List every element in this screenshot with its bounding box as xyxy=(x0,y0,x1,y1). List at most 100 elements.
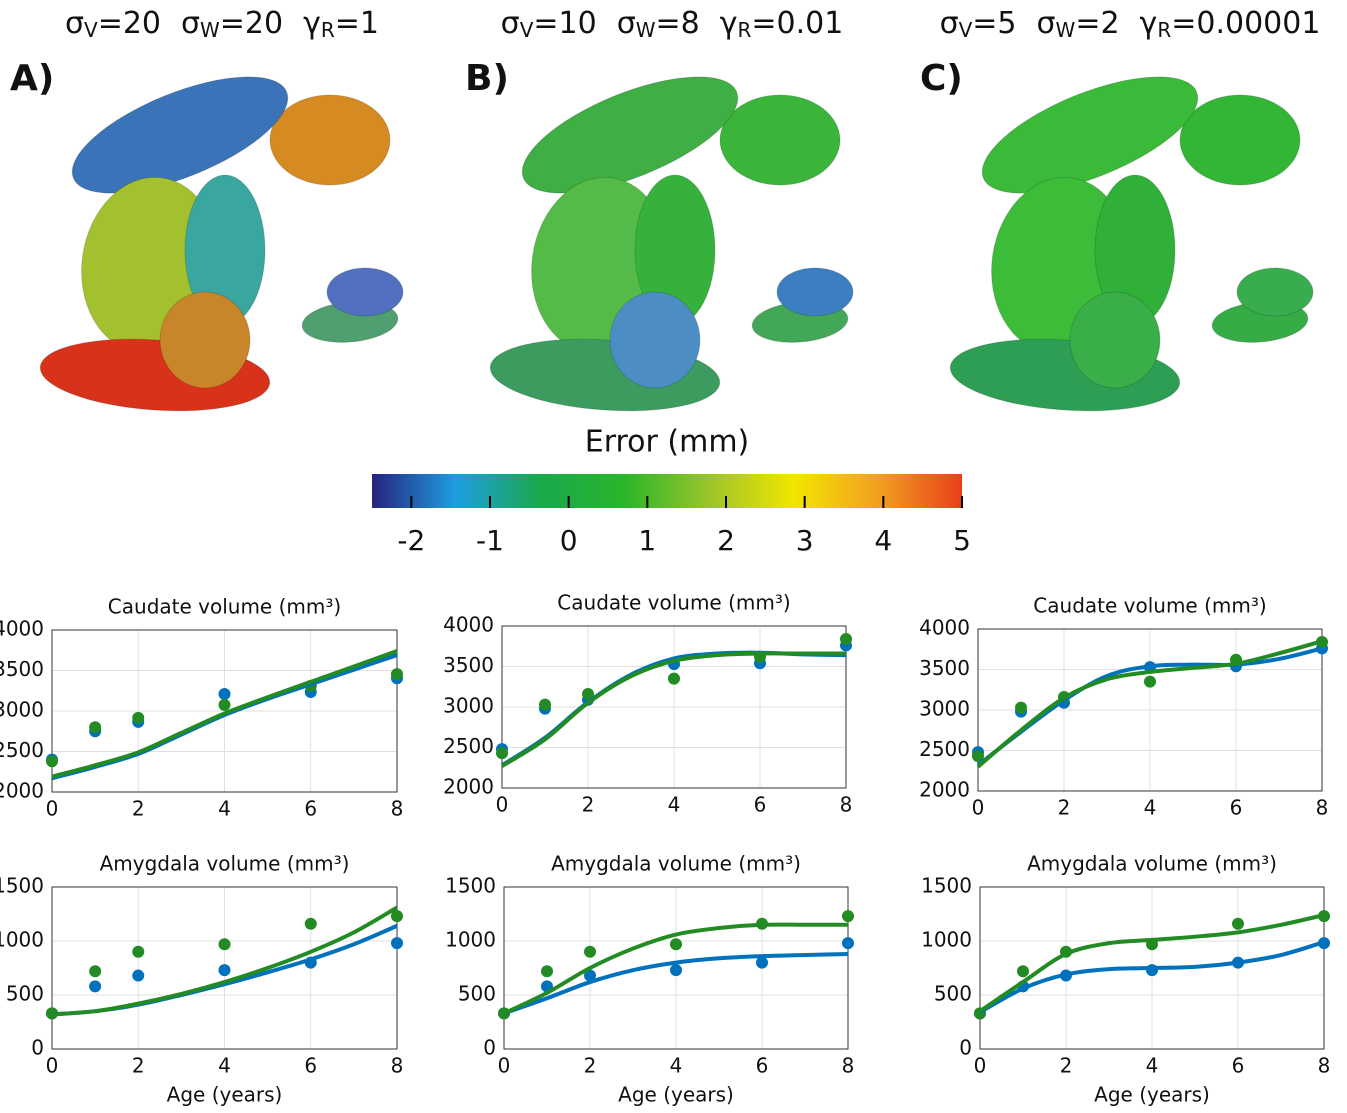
x-tick-label: 0 xyxy=(972,796,985,820)
x-tick-label: 2 xyxy=(584,1054,597,1078)
plot-frame xyxy=(51,886,398,1050)
data-point xyxy=(670,964,682,977)
y-tick-label: 500 xyxy=(934,982,972,1006)
structure xyxy=(1069,291,1161,389)
data-point xyxy=(840,632,852,645)
colorbar-tick-label: 5 xyxy=(953,524,971,557)
y-tick-label: 1500 xyxy=(445,874,496,898)
data-point xyxy=(496,747,508,760)
data-point xyxy=(584,945,596,958)
structure xyxy=(159,291,251,389)
data-point xyxy=(842,910,854,923)
structure xyxy=(776,267,854,317)
x-tick-label: 6 xyxy=(1230,796,1243,820)
structure xyxy=(719,94,841,186)
x-tick-label: 8 xyxy=(840,793,853,817)
param-subscript: W xyxy=(636,18,656,42)
x-tick-label: 4 xyxy=(1144,796,1157,820)
x-tick-label: 6 xyxy=(754,793,767,817)
y-tick-label: 3000 xyxy=(0,698,44,722)
param-value: =0.01 xyxy=(751,6,843,41)
param-subscript: R xyxy=(1157,18,1171,42)
colorbar-title: Error (mm) xyxy=(585,425,750,460)
y-tick-label: 2000 xyxy=(443,775,494,799)
data-point xyxy=(218,938,231,951)
colorbar-tick-label: 0 xyxy=(560,524,578,557)
fit-line xyxy=(503,922,848,1016)
x-tick-label: 2 xyxy=(132,797,145,821)
data-point xyxy=(132,711,145,724)
data-point xyxy=(218,964,231,977)
data-point xyxy=(132,969,145,982)
y-tick-label: 3000 xyxy=(443,694,494,718)
panel-title: σV=10 σW=8 γR=0.01 xyxy=(501,6,844,42)
chart-title: Caudate volume (mm³) xyxy=(557,591,790,615)
param-symbol: γ xyxy=(303,6,321,41)
plot-frame xyxy=(977,628,1323,792)
data-point xyxy=(1232,917,1244,930)
panel-title: σV=5 σW=2 γR=0.00001 xyxy=(940,6,1321,42)
x-tick-label: 2 xyxy=(1060,1054,1073,1078)
fit-line xyxy=(500,651,846,768)
plot-frame xyxy=(51,629,398,793)
surface-render xyxy=(39,76,404,412)
chart-title: Caudate volume (mm³) xyxy=(108,595,341,619)
colorbar-tick-label: -1 xyxy=(476,524,504,557)
data-point xyxy=(539,698,551,711)
data-point xyxy=(842,937,854,950)
structure xyxy=(71,76,289,194)
colorbar-tick-label: 4 xyxy=(874,524,892,557)
data-point xyxy=(391,668,403,681)
data-point xyxy=(582,688,594,701)
data-point xyxy=(89,721,102,734)
param-subscript: V xyxy=(84,18,98,42)
param-subscript: R xyxy=(737,18,751,42)
structure xyxy=(1179,94,1301,186)
fit-line xyxy=(51,649,398,779)
x-tick-label: 4 xyxy=(668,793,681,817)
fit-line xyxy=(976,639,1323,769)
fit-line xyxy=(978,913,1325,1013)
y-tick-label: 4000 xyxy=(919,616,970,640)
colorbar-tick-label: -2 xyxy=(397,524,425,557)
data-point xyxy=(46,755,58,768)
y-tick-label: 500 xyxy=(458,982,496,1006)
structure xyxy=(269,94,391,186)
x-tick-label: 6 xyxy=(304,1054,317,1078)
y-tick-label: 500 xyxy=(6,982,44,1006)
x-tick-label: 6 xyxy=(756,1054,769,1078)
plot-frame xyxy=(503,886,849,1050)
param-value: =2 xyxy=(1075,6,1119,41)
y-tick-label: 2500 xyxy=(0,738,44,762)
param-symbol: σ xyxy=(940,6,959,41)
y-tick-label: 1000 xyxy=(0,928,44,952)
param-subscript: R xyxy=(321,18,335,42)
chart-title: Amygdala volume (mm³) xyxy=(551,852,801,876)
y-tick-label: 2000 xyxy=(0,779,44,803)
plot-frame xyxy=(501,625,847,789)
param-symbol: σ xyxy=(501,6,520,41)
x-tick-label: 0 xyxy=(46,797,59,821)
surface-render xyxy=(949,76,1314,412)
y-tick-label: 4000 xyxy=(0,617,44,641)
colorbar-tick-label: 2 xyxy=(717,524,735,557)
param-value: =20 xyxy=(98,6,161,41)
y-tick-label: 0 xyxy=(31,1036,44,1060)
param-value: =5 xyxy=(972,6,1016,41)
param-value: =8 xyxy=(655,6,699,41)
data-point xyxy=(1015,701,1027,714)
data-point xyxy=(218,687,231,700)
x-tick-label: 8 xyxy=(1316,796,1329,820)
colorbar xyxy=(372,474,962,508)
fit-line xyxy=(979,940,1325,1015)
param-symbol: γ xyxy=(720,6,738,41)
x-tick-label: 6 xyxy=(1232,1054,1245,1078)
structure xyxy=(609,291,701,389)
y-tick-label: 2500 xyxy=(919,737,970,761)
surface-render xyxy=(489,76,854,412)
chart-title: Amygdala volume (mm³) xyxy=(100,852,350,876)
y-tick-label: 0 xyxy=(959,1036,972,1060)
y-tick-label: 3500 xyxy=(919,656,970,680)
y-tick-label: 1000 xyxy=(921,928,972,952)
